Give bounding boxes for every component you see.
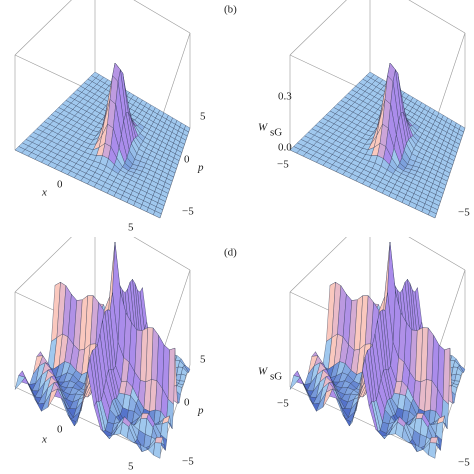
- panel-b: [289, 0, 466, 219]
- x-tick: 5: [128, 222, 134, 234]
- panel-label: (b): [224, 4, 237, 16]
- panel-a: [14, 0, 191, 219]
- surface-patch: [154, 437, 163, 444]
- z-label: W: [258, 122, 268, 134]
- surface: [14, 62, 191, 219]
- panel-c: [14, 237, 191, 459]
- x-tick: −5: [277, 159, 289, 171]
- surface-patch: [429, 437, 438, 444]
- surface-patch: [153, 442, 162, 459]
- box-edge: [159, 32, 191, 124]
- p-tick: −5: [458, 457, 470, 469]
- p-label: p: [197, 162, 204, 174]
- box-edge: [289, 0, 347, 56]
- box-edge: [408, 237, 466, 271]
- p-tick: −5: [182, 456, 194, 468]
- surface: [289, 241, 466, 459]
- x-tick: −5: [277, 398, 289, 410]
- surface-patch: [153, 210, 162, 219]
- box-edge: [434, 269, 466, 361]
- z-label-sub: sG: [270, 127, 282, 139]
- box-edge: [133, 237, 191, 271]
- box-edge: [14, 237, 72, 293]
- p-tick: 0: [184, 397, 190, 409]
- p-tick: −5: [182, 206, 194, 218]
- x-label: x: [41, 434, 47, 446]
- z-tick: 0.3: [278, 91, 292, 103]
- surface-patch: [428, 210, 437, 219]
- box-edge: [159, 269, 191, 361]
- p-tick: −5: [458, 207, 470, 219]
- x-label: x: [41, 187, 47, 199]
- p-tick: 5: [200, 354, 206, 366]
- p-tick: 5: [200, 111, 206, 123]
- x-tick: 5: [128, 461, 134, 473]
- x-tick: 0: [57, 179, 63, 191]
- z-tick: 0.0: [278, 142, 292, 154]
- box-edge: [408, 0, 466, 34]
- surface: [14, 241, 191, 459]
- box-edge: [289, 237, 347, 293]
- x-tick: 0: [57, 424, 63, 436]
- p-label: p: [197, 405, 204, 417]
- surface: [289, 62, 466, 219]
- panel-d: [289, 237, 466, 459]
- box-edge: [434, 32, 466, 124]
- z-label: W: [258, 366, 268, 378]
- box-edge: [133, 0, 191, 34]
- panel-label: (d): [224, 247, 237, 259]
- p-tick: 0: [184, 154, 190, 166]
- z-label-sub: sG: [270, 371, 282, 383]
- box-edge: [14, 0, 72, 56]
- surface-patch: [428, 442, 437, 459]
